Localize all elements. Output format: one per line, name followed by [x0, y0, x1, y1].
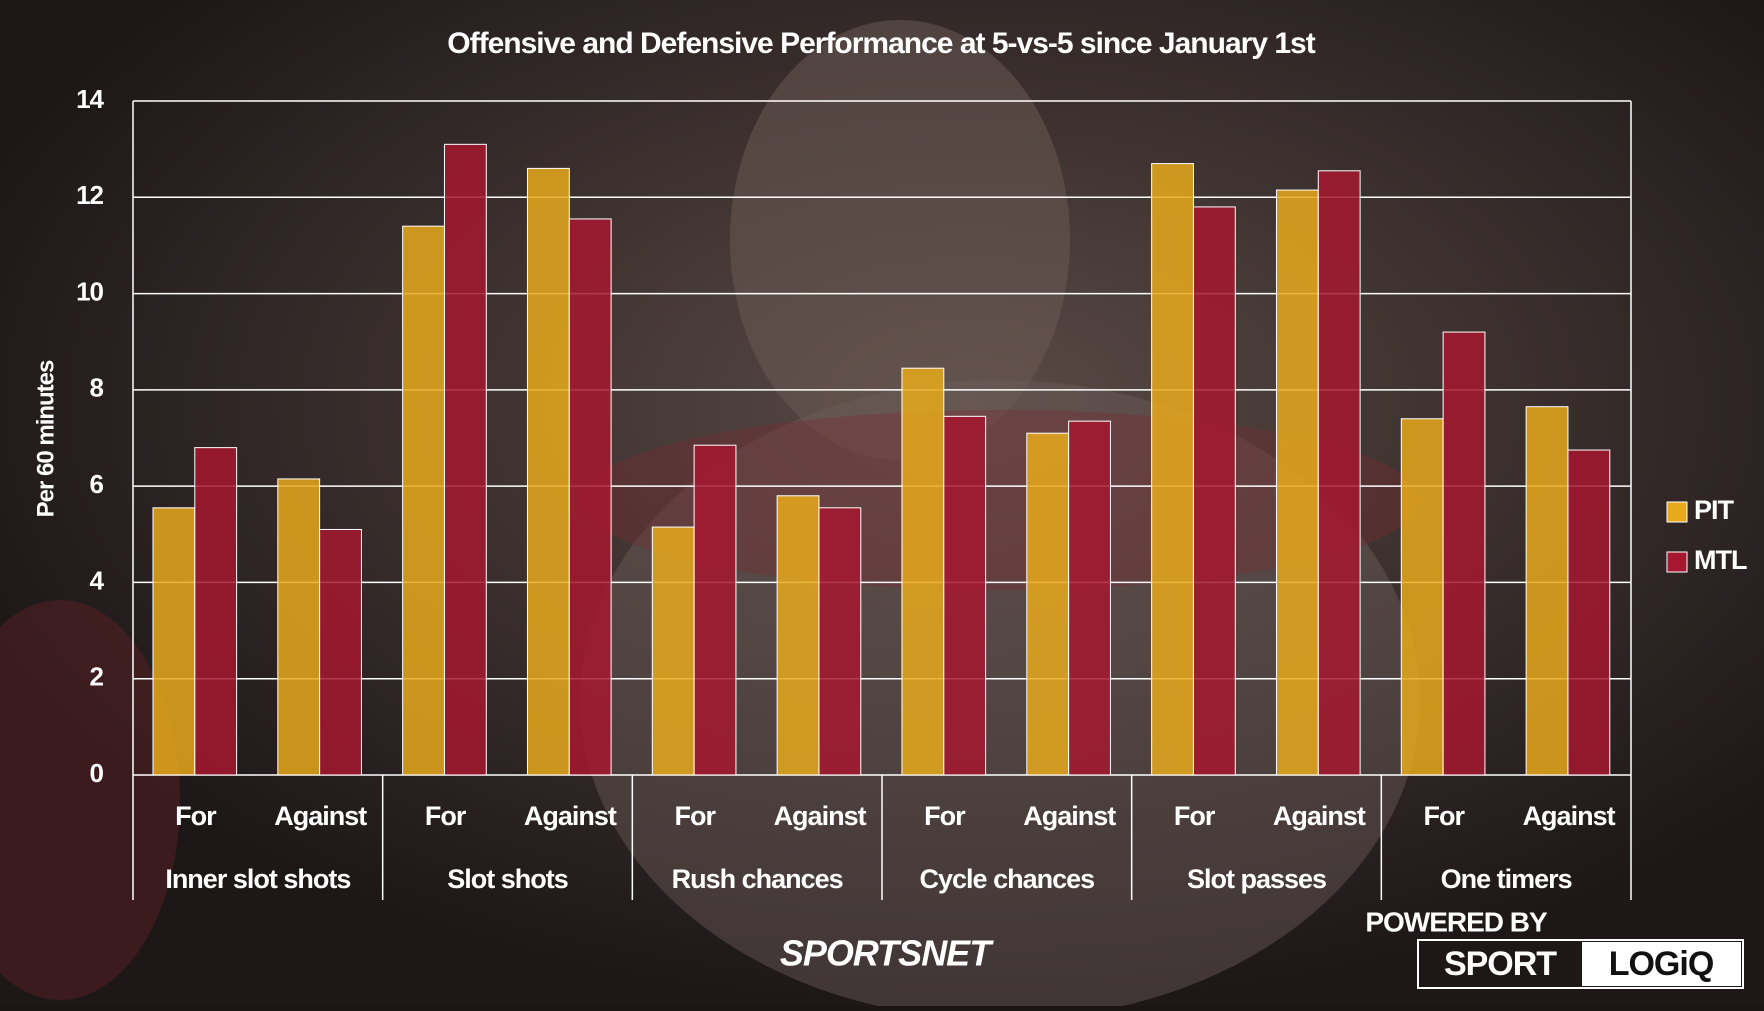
- bar: [1400, 418, 1444, 776]
- bar: [152, 507, 196, 776]
- powered-by: POWERED BY: [1365, 906, 1548, 937]
- x-tick-label: For: [425, 801, 467, 831]
- x-tick-label: For: [1174, 801, 1216, 831]
- y-tick-label: 2: [90, 662, 104, 692]
- bar: [1442, 331, 1486, 776]
- group-label: Cycle chances: [920, 864, 1095, 894]
- photo-shape: [0, 600, 180, 1000]
- x-tick-label: Against: [1273, 801, 1366, 831]
- bar: [693, 444, 737, 776]
- bar: [1026, 432, 1070, 776]
- x-tick-label: For: [924, 801, 966, 831]
- chart-title: Offensive and Defensive Performance at 5…: [447, 27, 1315, 60]
- x-tick-label: Against: [1523, 801, 1616, 831]
- y-tick-label: 8: [90, 373, 104, 403]
- y-tick-label: 0: [90, 758, 104, 788]
- bar: [818, 507, 862, 776]
- bar: [277, 478, 321, 776]
- bar: [1275, 189, 1319, 776]
- bar: [526, 167, 570, 776]
- bar: [1068, 420, 1111, 776]
- y-tick-label: 4: [90, 565, 105, 595]
- bar: [443, 143, 487, 776]
- x-tick-label: For: [1424, 801, 1466, 831]
- y-tick-label: 12: [76, 180, 103, 210]
- legend-label: PIT: [1694, 495, 1735, 525]
- legend-swatch: [1666, 501, 1688, 523]
- bar: [1525, 406, 1569, 776]
- logo-sport: SPORT: [1444, 945, 1557, 983]
- logo-panel: [1582, 942, 1741, 986]
- bar: [319, 528, 362, 776]
- photo-shape: [730, 20, 1070, 460]
- logo-logiq: LOGiQ: [1609, 945, 1714, 983]
- legend-label: MTL: [1694, 545, 1747, 575]
- legend-swatch: [1666, 551, 1688, 573]
- bar: [651, 526, 695, 776]
- group-label: Rush chances: [672, 864, 843, 894]
- x-tick-label: Against: [774, 801, 867, 831]
- logo-frame: [1417, 939, 1744, 989]
- group-label: One timers: [1441, 864, 1572, 894]
- y-tick-label: 14: [76, 84, 104, 114]
- y-axis-label: Per 60 minutes: [32, 360, 59, 517]
- group-label: Inner slot shots: [165, 864, 350, 894]
- bar: [1192, 206, 1236, 776]
- bar: [1567, 449, 1611, 776]
- bar: [402, 225, 445, 776]
- bar: [194, 447, 238, 776]
- network-logo: SPORTSNET: [780, 933, 994, 974]
- x-tick-label: Against: [274, 801, 367, 831]
- y-tick-label: 10: [76, 276, 103, 306]
- x-tick-label: For: [175, 801, 217, 831]
- x-tick-label: Against: [1023, 801, 1116, 831]
- bar: [1151, 163, 1194, 776]
- x-tick-label: For: [675, 801, 717, 831]
- y-tick-label: 6: [90, 469, 104, 499]
- bar: [776, 495, 820, 776]
- bar: [901, 367, 945, 776]
- bar: [1317, 170, 1361, 776]
- x-tick-label: Against: [524, 801, 617, 831]
- bar: [943, 415, 987, 776]
- bar: [568, 218, 612, 776]
- group-label: Slot shots: [447, 864, 568, 894]
- group-label: Slot passes: [1187, 864, 1326, 894]
